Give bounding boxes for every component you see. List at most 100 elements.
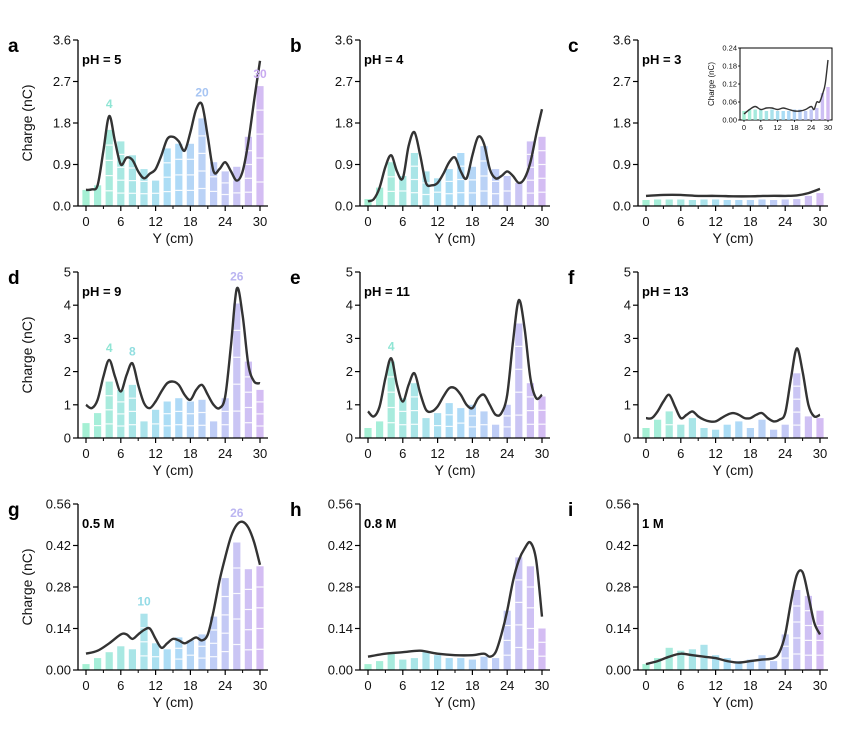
y-tick-label-c-3: 2.7 [613, 74, 631, 89]
x-tick-label-f-0: 0 [642, 446, 649, 461]
x-tick-label-e-0: 0 [364, 446, 371, 461]
y-tick-label-h-0: 0.00 [328, 663, 353, 678]
panel-letter-f: f [568, 268, 575, 289]
bar-h-16 [457, 658, 465, 670]
bar-h-28 [526, 566, 534, 671]
panel-a: a pH = 5 0.0 0.9 1.8 2.7 3.6 0 6 12 18 24 30 Y (cm) Ch… [8, 33, 268, 246]
bar-b-26 [515, 182, 523, 206]
y-tick-label-g-3: 0.42 [46, 538, 71, 553]
bar-b-10 [422, 171, 430, 206]
bar-e-10 [422, 418, 430, 438]
panel-letter-c: c [568, 36, 579, 57]
panel-letter-e: e [290, 268, 301, 289]
bar-f-6 [677, 424, 685, 438]
bar-c-28 [804, 195, 812, 206]
bar-g-0 [82, 664, 90, 670]
fit-curve-i [645, 569, 822, 666]
inset-y-tick-label-3: 0.18 [722, 62, 737, 71]
inset-y-tick-label-0: 0.00 [722, 116, 737, 125]
inset-x-tick-label-1: 6 [759, 123, 763, 132]
x-tick-label-h-4: 24 [500, 678, 514, 693]
bar-h-8 [410, 658, 418, 670]
fit-curve-c [645, 187, 821, 198]
y-tick-label-f-4: 4 [624, 298, 631, 313]
annotation-a-4: 4 [106, 97, 113, 111]
bar-a-6 [117, 141, 125, 206]
x-axis-label-i: Y (cm) [713, 694, 754, 710]
x-tick-label-i-0: 0 [642, 678, 649, 693]
bar-g-6 [117, 646, 125, 670]
inset-bar-10 [770, 109, 774, 120]
panel-letter-d: d [8, 268, 20, 289]
bar-a-20 [198, 118, 206, 206]
x-axis-label-h: Y (cm) [435, 694, 476, 710]
bar-h-10 [422, 652, 430, 670]
bar-a-30 [256, 86, 264, 206]
bar-e-0 [364, 428, 372, 438]
x-axis-label-e: Y (cm) [435, 462, 476, 478]
fit-curve-h [367, 540, 544, 658]
bar-f-22 [770, 429, 778, 438]
y-tick-label-a-0: 0.0 [53, 199, 71, 214]
inset-bar-18 [792, 109, 797, 120]
bar-c-0 [642, 200, 650, 206]
x-tick-label-i-2: 12 [708, 678, 722, 693]
bar-i-24 [781, 634, 789, 670]
x-tick-label-e-3: 18 [465, 446, 479, 461]
bar-g-16 [175, 637, 183, 670]
y-tick-label-c-4: 3.6 [613, 33, 631, 48]
bar-i-6 [677, 650, 685, 670]
bar-a-28 [244, 136, 252, 206]
x-tick-label-e-4: 24 [500, 446, 514, 461]
y-tick-label-h-1: 0.14 [328, 621, 353, 636]
inset-bar-8 [764, 111, 769, 120]
bar-e-22 [492, 424, 500, 438]
y-tick-label-h-4: 0.56 [328, 497, 353, 512]
x-tick-label-c-5: 30 [813, 214, 827, 229]
inset-y-tick-label-4: 0.24 [722, 44, 737, 53]
x-tick-label-h-1: 6 [399, 678, 406, 693]
bar-e-6 [399, 398, 407, 438]
y-tick-label-i-0: 0.00 [606, 663, 631, 678]
bar-h-14 [445, 658, 453, 670]
x-tick-label-i-1: 6 [677, 678, 684, 693]
bar-a-2 [94, 185, 102, 207]
condition-label-d: pH = 9 [82, 284, 121, 299]
condition-label-b: pH = 4 [364, 52, 404, 67]
bar-i-18 [746, 659, 754, 670]
panel-letter-h: h [290, 500, 302, 521]
x-tick-label-d-2: 12 [148, 446, 162, 461]
inset-bar-20 [798, 109, 802, 120]
condition-label-e: pH = 11 [364, 284, 410, 299]
y-tick-label-b-0: 0.0 [335, 199, 353, 214]
y-tick-label-e-0: 0 [346, 431, 353, 446]
bar-f-2 [654, 419, 662, 438]
inset-bar-26 [815, 108, 819, 120]
fit-curve-b [367, 108, 544, 203]
x-tick-label-a-2: 12 [148, 214, 162, 229]
annotation-g-26: 26 [230, 506, 244, 520]
y-tick-label-h-2: 0.28 [328, 580, 353, 595]
y-tick-label-e-4: 4 [346, 298, 353, 313]
x-tick-label-b-0: 0 [364, 214, 371, 229]
panel-letter-a: a [8, 36, 19, 57]
y-tick-label-g-4: 0.56 [46, 497, 71, 512]
bar-i-14 [723, 658, 731, 670]
y-tick-label-i-4: 0.56 [606, 497, 631, 512]
annotation-e-4: 4 [388, 339, 395, 353]
bar-f-20 [758, 419, 766, 438]
x-tick-label-h-5: 30 [535, 678, 549, 693]
x-tick-label-g-1: 6 [117, 678, 124, 693]
inset-bar-28 [820, 93, 825, 120]
bar-h-22 [492, 658, 500, 670]
bar-i-8 [688, 649, 696, 671]
y-tick-label-f-3: 3 [624, 331, 631, 346]
y-tick-label-d-4: 4 [64, 298, 71, 313]
y-tick-label-d-5: 5 [64, 265, 71, 280]
bar-d-0 [82, 423, 90, 438]
x-tick-label-i-4: 24 [778, 678, 792, 693]
y-axis-label-d: Charge (nC) [19, 316, 35, 393]
bar-f-12 [712, 429, 720, 438]
y-tick-label-e-3: 3 [346, 331, 353, 346]
